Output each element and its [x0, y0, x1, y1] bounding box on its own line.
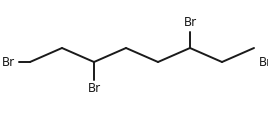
Text: Br: Br [87, 82, 100, 95]
Text: Br: Br [259, 55, 268, 69]
Text: Br: Br [1, 55, 14, 69]
Text: Br: Br [183, 15, 196, 29]
